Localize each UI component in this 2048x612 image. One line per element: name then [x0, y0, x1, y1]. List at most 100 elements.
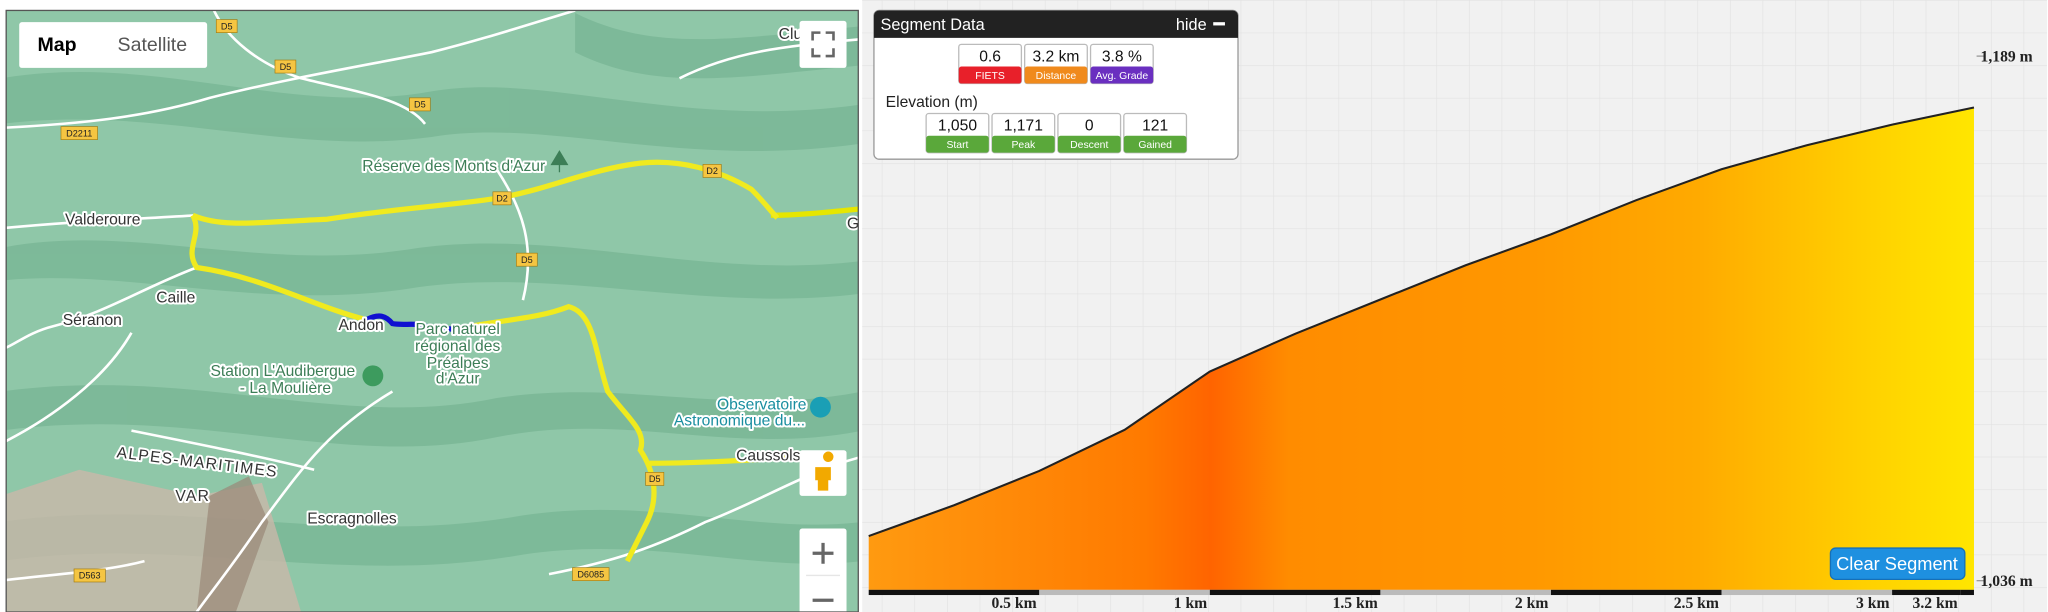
- road-label: D2: [496, 194, 508, 204]
- selected-segment: [365, 313, 457, 333]
- road-label: D5: [280, 62, 292, 72]
- stats: 0.6 FIETS 3.2 km Distance 3.8 % Avg. Grade: [958, 43, 1154, 85]
- map-label: Astronomique du...: [674, 412, 805, 429]
- distance-bar: [1960, 589, 1974, 596]
- roads: [6, 10, 859, 612]
- map-label: Clu: [779, 26, 802, 43]
- x-tick-label: 1 km: [1174, 595, 1207, 612]
- route-line: [770, 206, 859, 218]
- stat-value: 0.6: [979, 48, 1001, 65]
- poi-icon: [809, 396, 831, 418]
- zoom-in-button[interactable]: [812, 542, 834, 564]
- map-label: Réserve des Monts d'Azur: [362, 158, 545, 175]
- stat-label-box: [958, 66, 1022, 84]
- elevation-line: [868, 106, 1975, 538]
- distance-bar: [1039, 589, 1210, 596]
- stat-value: 1,050: [938, 117, 977, 134]
- map-button[interactable]: Map: [38, 34, 77, 56]
- road-label: D5: [649, 474, 661, 484]
- elevation-stats: 1,050 Start 1,171 Peak 0 Descent 121 Gained: [925, 112, 1188, 154]
- x-tick-label: 2.5 km: [1674, 595, 1719, 612]
- x-tick-label: 2 km: [1515, 595, 1548, 612]
- road-label: D5: [521, 255, 533, 265]
- stat-label: Descent: [1070, 140, 1108, 151]
- x-tick-label: 0.5 km: [991, 595, 1036, 612]
- map-label: Valderoure: [65, 211, 140, 228]
- distance-bar: [1892, 589, 1961, 596]
- stat-value: 0: [1085, 117, 1094, 134]
- clear-segment-button[interactable]: [1829, 547, 1966, 581]
- route-line: [191, 159, 780, 226]
- x-tick-label: 3.2 km: [1913, 595, 1958, 612]
- road-label: D2: [706, 166, 718, 176]
- fullscreen-button[interactable]: [799, 20, 847, 68]
- map-label: Préalpes: [427, 355, 489, 372]
- stat-label: Gained: [1138, 140, 1172, 151]
- region-label: VAR: [175, 488, 210, 505]
- road-label: D5: [414, 100, 426, 110]
- distance-bar: [1380, 589, 1551, 596]
- stat-label-box: [1090, 66, 1154, 84]
- elevation-profile: 0.5 km 1 km 1.5 km 2 km 2.5 km 3 km 3.2 km 1,03…: [868, 48, 2033, 612]
- map-label: d'Azur: [436, 371, 480, 388]
- road-label: D5: [221, 21, 233, 31]
- map: Réserve des Monts d'Azur Valderoure Cail…: [6, 10, 859, 612]
- elevation-heading: Elevation (m): [886, 94, 978, 111]
- stat-value: 121: [1142, 117, 1168, 134]
- map-label: Caille: [156, 290, 195, 307]
- distance-bar: [1721, 589, 1893, 596]
- stat-label-box: [1123, 135, 1187, 153]
- route-line: [450, 303, 657, 563]
- pegman-icon: [815, 451, 834, 491]
- map-label: Escragnolles: [307, 510, 397, 527]
- poi-icon: [362, 365, 384, 387]
- stat-label-box: [1057, 135, 1121, 153]
- map-label: Observatoire: [717, 397, 807, 414]
- park-icon: [550, 150, 569, 173]
- x-tick-label: 1.5 km: [1333, 595, 1378, 612]
- distance-bar: [868, 589, 1040, 596]
- road-label: D6085: [577, 569, 604, 579]
- map-type-control: [19, 22, 208, 68]
- stat-value: 1,171: [1004, 117, 1043, 134]
- hide-button[interactable]: hide: [1176, 16, 1207, 34]
- clear-segment-label: Clear Segment: [1836, 553, 1958, 574]
- stat-label: Distance: [1036, 71, 1077, 82]
- map-label: G: [847, 215, 859, 232]
- rock-area: [196, 476, 269, 612]
- zoom-control: [799, 528, 847, 612]
- map-label: Caussols: [736, 448, 801, 465]
- map-label: Séranon: [63, 312, 122, 329]
- stat-label-box: [926, 135, 989, 153]
- panel-title: Segment Data: [880, 16, 985, 34]
- stat-label-box: [1024, 66, 1088, 84]
- segment-panel: Segment Data hide 0.6 FIETS 3.2 km Distance…: [873, 9, 1239, 160]
- map-label: Station L'Audibergue: [210, 363, 355, 380]
- map-border: [5, 9, 859, 612]
- road-label: D563: [79, 571, 101, 581]
- map-label: Andon: [338, 317, 383, 334]
- route-line: [646, 454, 811, 466]
- relief: [6, 13, 859, 566]
- stat-label-box: [992, 135, 1055, 153]
- stat-label: Avg. Grade: [1096, 71, 1149, 82]
- map-label: Parc naturel: [416, 321, 500, 338]
- stat-label: Peak: [1011, 140, 1036, 151]
- y-tick-label: 1,036 m: [1981, 573, 2033, 590]
- road-label: D2211: [66, 128, 92, 138]
- satellite-button[interactable]: Satellite: [118, 34, 188, 56]
- fullscreen-icon: [811, 31, 835, 58]
- stat-label: Start: [946, 140, 968, 151]
- distance-bar: [1550, 589, 1722, 596]
- road-labels: D5 D5 D5 D2211 D2 D2 D5 D563 D6085 D5: [60, 19, 722, 583]
- y-tick-label: 1,189 m: [1981, 48, 2033, 65]
- hide-icon: [1213, 22, 1225, 26]
- map-label: régional des: [415, 338, 500, 355]
- stat-label: FIETS: [975, 71, 1005, 82]
- stat-value: 3.2 km: [1033, 48, 1080, 65]
- elevation-area: [868, 107, 1974, 590]
- map-label: - La Moulière: [240, 380, 331, 397]
